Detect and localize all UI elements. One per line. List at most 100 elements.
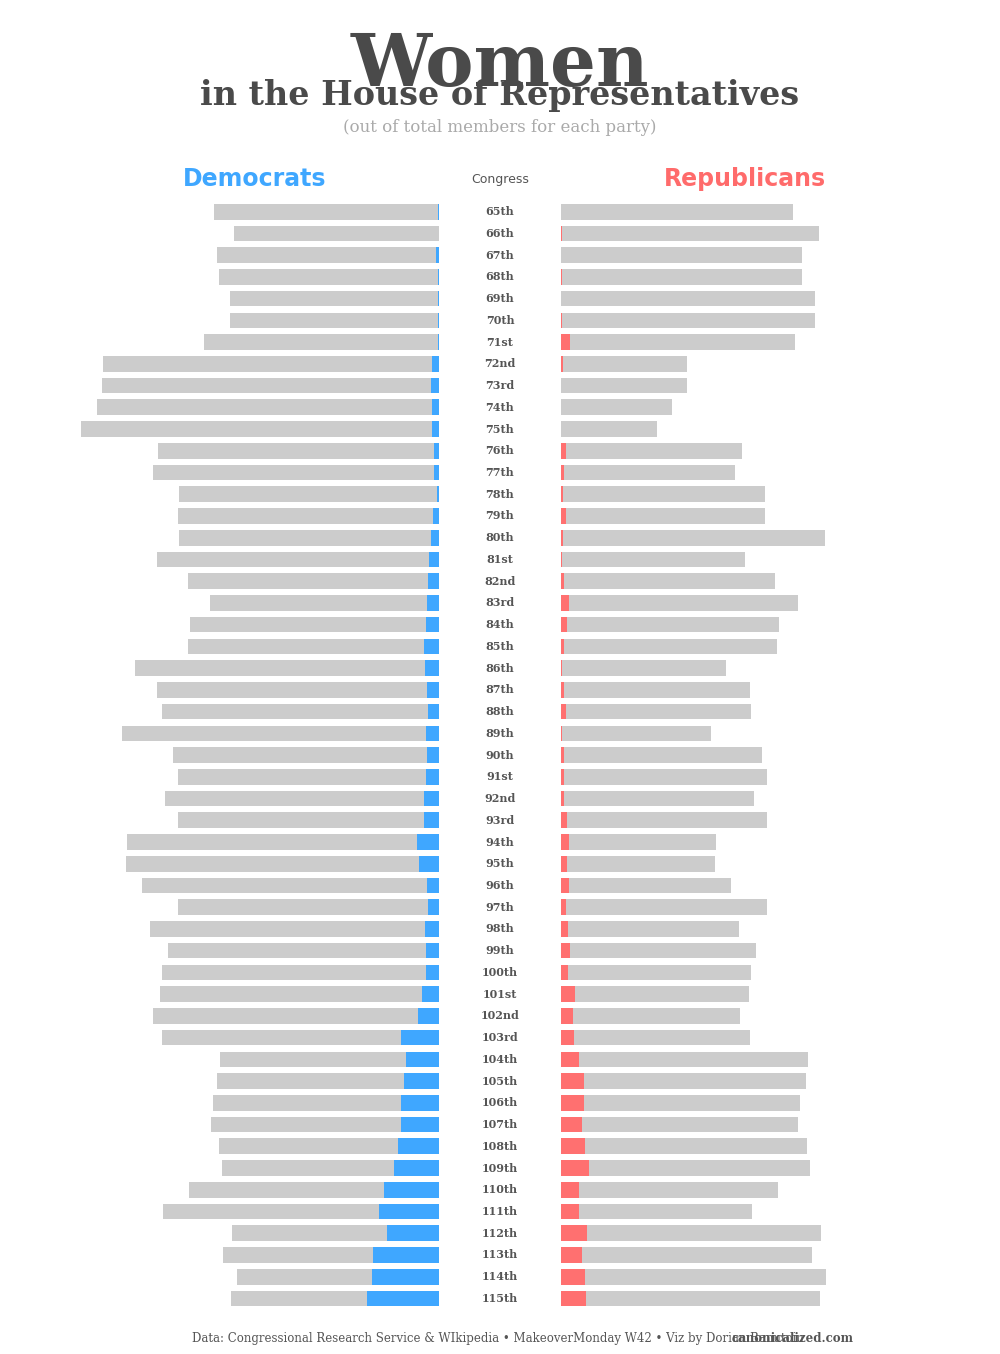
Bar [179,486,439,502]
Bar [426,769,439,784]
Bar [211,1117,439,1132]
Bar [406,1052,439,1067]
Bar [561,899,767,915]
Bar [384,1182,439,1197]
Bar [561,1290,586,1307]
Bar [102,378,439,394]
Text: 111th: 111th [482,1206,518,1217]
Bar [561,791,564,807]
Bar [437,486,439,502]
Bar [561,378,687,394]
Bar [561,1052,579,1067]
Text: 95th: 95th [486,858,514,869]
Bar [561,1269,826,1285]
Text: 84th: 84th [486,619,514,630]
Bar [425,661,439,676]
Bar [150,921,439,937]
Bar [561,269,562,284]
Bar [561,617,567,632]
Bar [434,464,439,481]
Bar [179,529,439,546]
Bar [561,812,767,829]
Bar [561,508,765,524]
Bar [561,1095,584,1110]
Bar [561,1247,582,1263]
Bar [373,1247,439,1263]
Bar [232,1225,439,1242]
Bar [561,877,731,894]
Bar [561,856,567,872]
Bar [122,726,439,741]
Bar [561,486,765,502]
Bar [561,551,745,567]
Bar [561,248,802,263]
Bar [561,464,735,481]
Bar [561,443,566,459]
Bar [387,1225,439,1242]
Text: 65th: 65th [486,206,514,217]
Bar [561,399,672,416]
Bar [367,1290,439,1307]
Bar [135,661,439,676]
Bar [561,639,564,654]
Text: 103rd: 103rd [482,1032,518,1043]
Bar [561,226,562,241]
Bar [401,1030,439,1045]
Bar [561,639,777,654]
Bar [432,421,439,437]
Bar [561,1030,750,1045]
Bar [428,573,439,589]
Bar [561,313,815,328]
Bar [561,856,715,872]
Text: 97th: 97th [486,902,514,913]
Bar [427,877,439,894]
Bar [234,226,439,241]
Bar [417,834,439,850]
Bar [561,1269,585,1285]
Bar [237,1269,439,1285]
Bar [431,378,439,394]
Bar [561,682,750,697]
Bar [418,1007,439,1024]
Bar [561,942,570,959]
Bar [561,573,775,589]
Bar [561,661,562,676]
Bar [561,1204,579,1220]
Bar [433,508,439,524]
Bar [398,1139,439,1154]
Bar [401,1117,439,1132]
Bar [432,356,439,372]
Bar [422,986,439,1002]
Text: 66th: 66th [486,227,514,238]
Bar [210,596,439,611]
Text: Women: Women [351,30,649,100]
Bar [419,856,439,872]
Bar [561,1182,778,1197]
Text: Data: Congressional Research Service & WIkipedia • MakeoverMonday W42 • Viz by D: Data: Congressional Research Service & W… [192,1331,808,1345]
Bar [424,791,439,807]
Bar [561,986,575,1002]
Bar [438,334,439,349]
Bar [220,1052,439,1067]
Text: 67th: 67th [486,249,514,261]
Bar [231,1290,439,1307]
Bar [561,791,754,807]
Bar [561,964,568,980]
Bar [223,1247,439,1263]
Text: 113th: 113th [482,1250,518,1261]
Bar [178,899,439,915]
Bar [561,1052,808,1067]
Bar [379,1204,439,1220]
Bar [394,1160,439,1175]
Bar [438,204,439,219]
Bar [426,964,439,980]
Bar [561,617,779,632]
Bar [103,356,439,372]
Bar [561,596,569,611]
Bar [561,1225,587,1242]
Text: 93rd: 93rd [485,815,515,826]
Text: 101st: 101st [483,988,517,999]
Bar [178,508,439,524]
Text: in the House of Representatives: in the House of Representatives [200,79,800,111]
Bar [561,1117,582,1132]
